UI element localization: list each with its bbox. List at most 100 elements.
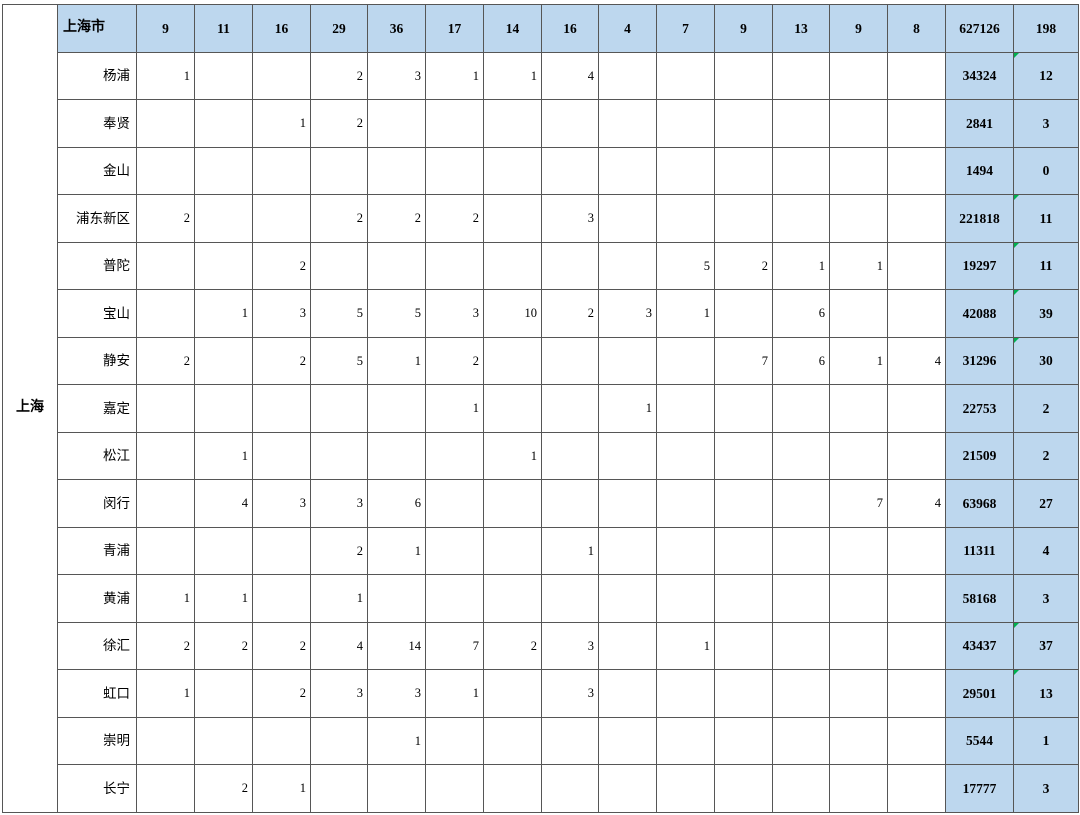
value-cell[interactable]: 3 xyxy=(598,289,657,338)
value-cell[interactable] xyxy=(829,146,888,196)
header-value-cell[interactable]: 9 xyxy=(829,4,888,53)
value-cell[interactable]: 1 xyxy=(829,336,888,386)
value-cell[interactable]: 1 xyxy=(656,289,715,338)
total-cell[interactable]: 63968 xyxy=(945,479,1014,528)
value-cell[interactable] xyxy=(829,621,888,671)
value-cell[interactable] xyxy=(829,526,888,576)
count-cell[interactable]: 2 xyxy=(1013,384,1079,433)
value-cell[interactable]: 14 xyxy=(367,621,426,671)
count-cell[interactable]: 1 xyxy=(1013,716,1079,766)
value-cell[interactable] xyxy=(829,99,888,148)
value-cell[interactable] xyxy=(598,764,657,813)
header-value-cell[interactable]: 11 xyxy=(194,4,253,53)
value-cell[interactable] xyxy=(656,716,715,766)
value-cell[interactable]: 4 xyxy=(194,479,253,528)
district-cell[interactable]: 宝山 xyxy=(57,289,137,338)
value-cell[interactable] xyxy=(194,146,253,196)
value-cell[interactable] xyxy=(714,384,773,433)
value-cell[interactable]: 1 xyxy=(598,384,657,433)
value-cell[interactable] xyxy=(598,716,657,766)
value-cell[interactable]: 6 xyxy=(367,479,426,528)
value-cell[interactable] xyxy=(887,146,946,196)
value-cell[interactable]: 3 xyxy=(367,669,426,718)
value-cell[interactable] xyxy=(541,716,599,766)
value-cell[interactable] xyxy=(598,621,657,671)
header-value-cell[interactable]: 9 xyxy=(136,4,195,53)
value-cell[interactable] xyxy=(136,384,195,433)
header-total-cell[interactable]: 627126 xyxy=(945,4,1014,53)
value-cell[interactable] xyxy=(194,526,253,576)
value-cell[interactable]: 2 xyxy=(310,526,368,576)
value-cell[interactable]: 1 xyxy=(829,241,888,291)
count-cell[interactable]: 11 xyxy=(1013,194,1079,243)
value-cell[interactable]: 1 xyxy=(194,289,253,338)
value-cell[interactable] xyxy=(656,51,715,101)
value-cell[interactable] xyxy=(656,336,715,386)
value-cell[interactable]: 4 xyxy=(887,336,946,386)
total-cell[interactable]: 5544 xyxy=(945,716,1014,766)
value-cell[interactable]: 2 xyxy=(136,621,195,671)
value-cell[interactable]: 2 xyxy=(136,336,195,386)
value-cell[interactable]: 2 xyxy=(714,241,773,291)
value-cell[interactable]: 2 xyxy=(310,99,368,148)
value-cell[interactable] xyxy=(541,336,599,386)
value-cell[interactable] xyxy=(887,51,946,101)
value-cell[interactable] xyxy=(310,146,368,196)
value-cell[interactable] xyxy=(772,431,830,481)
value-cell[interactable] xyxy=(714,194,773,243)
value-cell[interactable] xyxy=(252,574,311,623)
value-cell[interactable] xyxy=(310,764,368,813)
value-cell[interactable] xyxy=(829,431,888,481)
header-value-cell[interactable]: 17 xyxy=(425,4,484,53)
value-cell[interactable] xyxy=(598,669,657,718)
value-cell[interactable] xyxy=(887,621,946,671)
value-cell[interactable] xyxy=(252,51,311,101)
total-cell[interactable]: 31296 xyxy=(945,336,1014,386)
value-cell[interactable] xyxy=(136,764,195,813)
value-cell[interactable] xyxy=(136,146,195,196)
value-cell[interactable] xyxy=(714,574,773,623)
value-cell[interactable] xyxy=(136,431,195,481)
value-cell[interactable]: 1 xyxy=(656,621,715,671)
value-cell[interactable]: 3 xyxy=(252,479,311,528)
value-cell[interactable] xyxy=(656,146,715,196)
value-cell[interactable] xyxy=(425,146,484,196)
value-cell[interactable] xyxy=(541,384,599,433)
value-cell[interactable]: 2 xyxy=(483,621,542,671)
value-cell[interactable] xyxy=(252,716,311,766)
value-cell[interactable] xyxy=(598,99,657,148)
value-cell[interactable]: 2 xyxy=(367,194,426,243)
value-cell[interactable] xyxy=(714,621,773,671)
value-cell[interactable] xyxy=(887,764,946,813)
header-value-cell[interactable]: 4 xyxy=(598,4,657,53)
value-cell[interactable] xyxy=(598,146,657,196)
value-cell[interactable]: 1 xyxy=(194,431,253,481)
value-cell[interactable] xyxy=(425,241,484,291)
value-cell[interactable]: 1 xyxy=(252,99,311,148)
value-cell[interactable] xyxy=(714,764,773,813)
value-cell[interactable] xyxy=(887,669,946,718)
value-cell[interactable] xyxy=(772,716,830,766)
value-cell[interactable] xyxy=(310,431,368,481)
district-cell[interactable]: 徐汇 xyxy=(57,621,137,671)
total-cell[interactable]: 1494 xyxy=(945,146,1014,196)
value-cell[interactable] xyxy=(656,574,715,623)
value-cell[interactable] xyxy=(367,241,426,291)
header-value-cell[interactable]: 14 xyxy=(483,4,542,53)
header-value-cell[interactable]: 29 xyxy=(310,4,368,53)
count-cell[interactable]: 11 xyxy=(1013,241,1079,291)
value-cell[interactable]: 2 xyxy=(194,621,253,671)
count-cell[interactable]: 3 xyxy=(1013,764,1079,813)
value-cell[interactable]: 2 xyxy=(252,336,311,386)
value-cell[interactable]: 2 xyxy=(425,336,484,386)
count-cell[interactable]: 39 xyxy=(1013,289,1079,338)
count-cell[interactable]: 2 xyxy=(1013,431,1079,481)
value-cell[interactable] xyxy=(887,716,946,766)
value-cell[interactable] xyxy=(310,241,368,291)
value-cell[interactable] xyxy=(367,99,426,148)
total-cell[interactable]: 42088 xyxy=(945,289,1014,338)
value-cell[interactable] xyxy=(483,574,542,623)
value-cell[interactable] xyxy=(483,764,542,813)
value-cell[interactable] xyxy=(483,99,542,148)
value-cell[interactable]: 1 xyxy=(483,431,542,481)
